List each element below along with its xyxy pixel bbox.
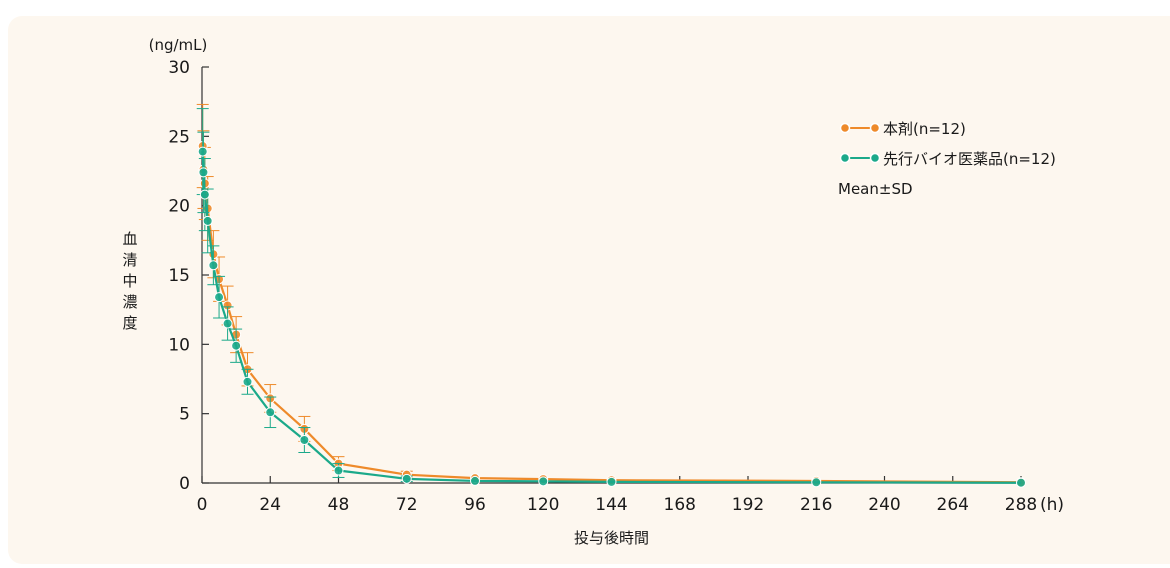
y-tick-label: 5 (179, 405, 190, 425)
x-tick-label: 192 (732, 495, 764, 515)
y-tick-label: 30 (168, 58, 190, 78)
x-tick-label: 288 (1005, 495, 1037, 515)
y-axis-title: 血清中濃度 (122, 230, 137, 332)
chart-panel: 0 5 10 15 20 25 30 0 24 48 72 96 120 144 168 192 216 240 2… (8, 16, 1170, 564)
legend-note: Mean±SD (838, 180, 913, 198)
legend-label-reference: 先行バイオ医薬品(n=12) (883, 150, 1056, 168)
x-tick-label: 168 (664, 495, 696, 515)
x-tick-label: 240 (868, 495, 900, 515)
data-point (198, 167, 209, 178)
x-tick-label: 144 (595, 495, 627, 515)
x-axis-title: 投与後時間 (574, 529, 649, 547)
legend-marker-test (839, 122, 851, 134)
data-point (1016, 477, 1026, 488)
series-reference (196, 108, 1026, 488)
x-tick-label: 48 (328, 495, 350, 515)
y-unit-label: (ng/mL) (149, 36, 208, 54)
x-tick-label: 264 (937, 495, 969, 515)
x-tick-label: 96 (464, 495, 486, 515)
data-point (606, 476, 617, 487)
x-tick-label: 216 (800, 495, 832, 515)
data-point (214, 292, 225, 303)
data-point (299, 435, 310, 446)
data-point (265, 407, 276, 418)
x-tick-label: 24 (259, 495, 281, 515)
legend-marker-reference (869, 152, 881, 164)
y-tick-label: 10 (168, 335, 190, 355)
series-line (201, 151, 1022, 484)
data-point (199, 189, 210, 200)
y-tick-label: 20 (168, 197, 190, 217)
data-point (222, 318, 233, 329)
x-unit-label: (h) (1040, 495, 1064, 515)
legend-item-reference: 先行バイオ医薬品(n=12) (839, 150, 1056, 168)
y-tick-label: 15 (168, 266, 190, 286)
y-tick-label: 0 (179, 474, 190, 494)
y-tick-label: 25 (168, 127, 190, 147)
legend-marker-test (869, 122, 881, 134)
data-point (538, 476, 549, 487)
data-point (202, 215, 213, 226)
legend: 本剤(n=12) 先行バイオ医薬品(n=12) Mean±SD (838, 120, 1056, 198)
legend-label-test: 本剤(n=12) (883, 120, 966, 138)
legend-item-test: 本剤(n=12) (839, 120, 966, 138)
data-point (401, 473, 412, 484)
data-point (333, 465, 344, 476)
data-point (470, 475, 480, 486)
data-point (208, 260, 219, 271)
data-point (811, 477, 822, 488)
x-tick-label: 120 (527, 495, 559, 515)
data-point (231, 340, 242, 351)
pk-line-chart: 0 5 10 15 20 25 30 0 24 48 72 96 120 144 168 192 216 240 2… (122, 36, 1064, 547)
data-point (242, 376, 253, 387)
x-tick-label: 72 (396, 495, 418, 515)
data-point (197, 146, 208, 157)
x-tick-label: 0 (197, 495, 208, 515)
legend-marker-reference (839, 152, 851, 164)
